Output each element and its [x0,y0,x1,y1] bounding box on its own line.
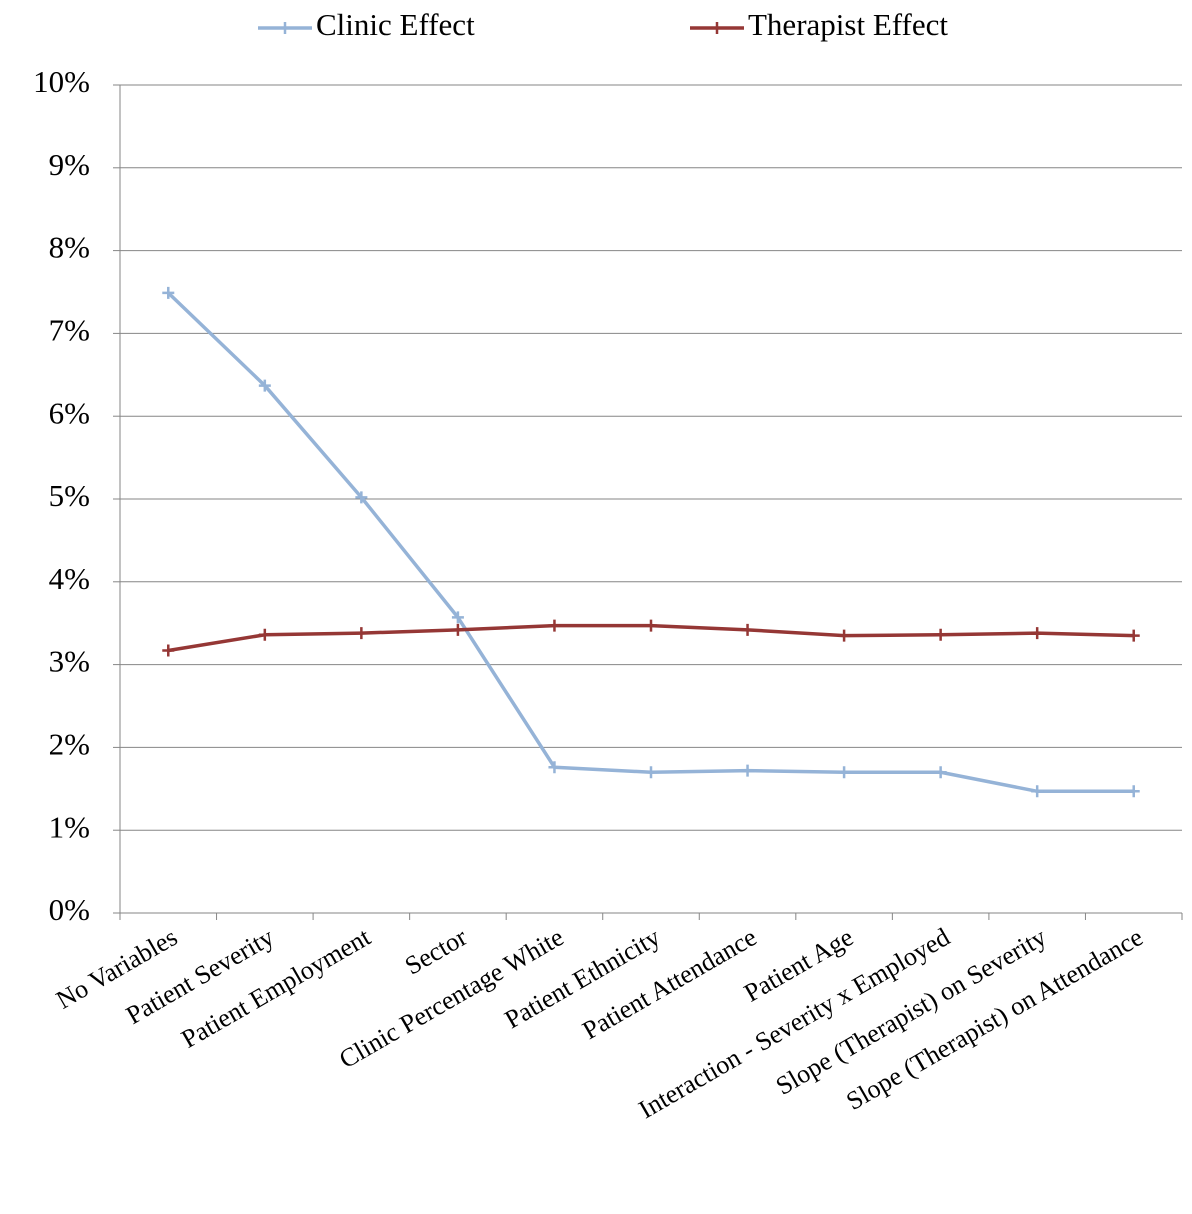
y-tick-label: 3% [49,644,90,679]
point-marker [934,766,947,779]
y-tick-label: 2% [49,727,90,762]
y-tick-label: 7% [49,313,90,348]
series-line [167,291,1134,794]
x-tick-label: Patient Attendance [578,922,762,1045]
point-marker [645,619,657,632]
y-tick-label: 6% [49,395,90,430]
point-marker [162,286,175,299]
y-tick-label: 4% [49,561,90,596]
legend-label: Clinic Effect [316,7,475,42]
point-marker [934,628,947,641]
point-marker [548,619,561,632]
point-marker [548,761,561,774]
y-tick-label: 5% [49,478,90,513]
y-tick-label: 1% [49,809,90,844]
point-marker [355,627,368,640]
point-marker [258,379,271,392]
y-tick-label: 0% [49,892,90,927]
point-marker [162,644,175,657]
point-marker [711,22,723,34]
point-marker [355,491,368,504]
point-marker [741,764,754,777]
point-marker [838,629,851,642]
point-marker [258,628,271,641]
point-marker [741,623,754,636]
point-marker [1127,785,1140,798]
point-marker [1031,627,1044,640]
point-marker [279,22,291,34]
point-marker [1031,785,1044,798]
point-marker [451,611,464,624]
legend-label: Therapist Effect [748,7,948,42]
point-marker [451,623,464,636]
y-tick-label: 9% [49,147,90,182]
point-marker [645,766,657,779]
y-tick-label: 10% [33,64,90,99]
point-marker [838,766,851,779]
x-tick-label: Sector [400,922,472,980]
y-tick-label: 8% [49,230,90,265]
point-marker [1127,629,1140,642]
